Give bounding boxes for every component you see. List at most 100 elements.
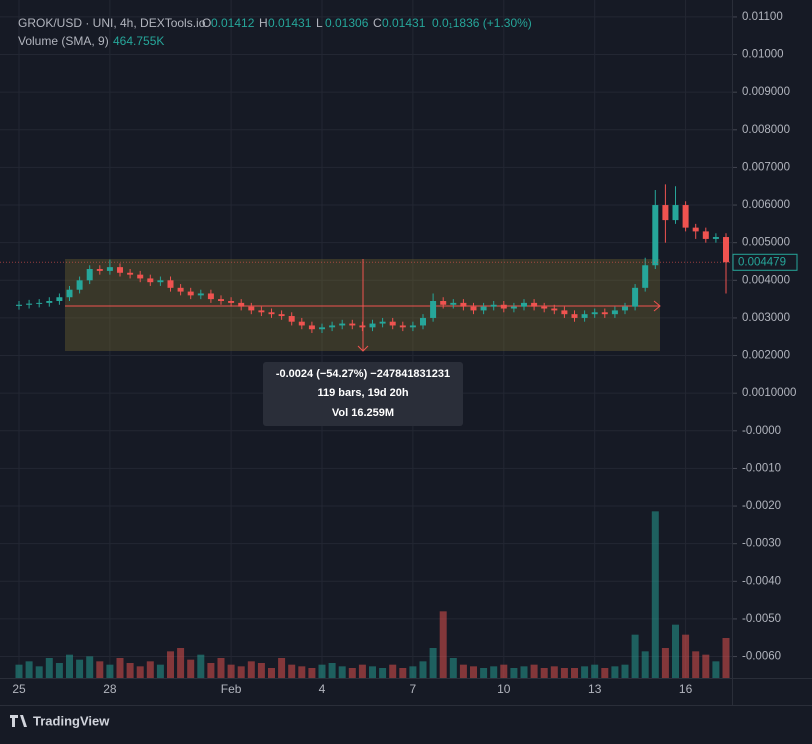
candle-body [409,325,416,328]
volume-bar [76,659,84,678]
candle-body [359,325,366,328]
candle-body [96,269,103,271]
ohlc-value: 0.01431 [268,16,312,30]
price-axis: 0.01100 0.01000 0.009000 0.008000 0.007000 0.… [0,11,798,696]
volume-bar [106,664,114,678]
candle-body [127,272,134,275]
volume-bar [399,668,407,678]
volume-bar [55,663,63,678]
candle-body [329,325,336,328]
last-price-label: 0.004479 [738,256,786,268]
candle-body [177,287,184,292]
volume-bar [288,664,296,678]
candle-body [369,323,376,328]
volume-bar [409,666,417,678]
candle-body [470,306,477,311]
x-tick-label: 4 [319,682,326,696]
volume-bar [227,664,235,678]
volume-bar [560,668,568,678]
y-tick-label: 0.005000 [742,237,790,249]
measure-arrow [653,300,661,312]
candle-body [36,302,43,304]
volume-bar [25,661,33,678]
candle-body [248,306,255,311]
candle-body [611,310,618,315]
x-tick-label: Feb [221,682,242,696]
measure-arrow [357,345,369,352]
volume-bar [116,658,124,678]
candle-body [541,306,548,309]
y-tick-label: 0.004000 [742,274,790,286]
volume-bar [66,654,73,678]
y-tick-label: -0.0050 [742,613,781,625]
x-tick-label: 13 [588,682,602,696]
candle-body [662,205,669,221]
volume-bar [581,666,589,678]
last-price-tag [732,253,798,271]
candle-body [258,310,265,313]
volume-bar [136,666,144,678]
volume-pane [15,511,730,678]
volume-bar [156,664,164,678]
candle-body [137,274,144,279]
volume-bar [611,666,619,678]
volume-bar [15,664,23,678]
candle-body [76,280,83,290]
volume-bar [146,661,154,678]
volume-bar [672,624,679,678]
candle-body [16,304,22,306]
volume-bar [237,666,245,678]
ohlc: O 0.01412 H 0.01431 L 0.01306 C 0.01431 0.0₁1836… [202,16,532,30]
volume-bar [86,656,94,678]
volume-bar [298,666,306,678]
candle-body [56,297,63,301]
volume-bar [540,668,548,678]
measure-text: Vol 16.259M [332,407,394,419]
candle-body [147,278,154,283]
candle-body [601,312,608,315]
candle-body [581,314,588,318]
y-tick-label: 0.0010000 [742,387,796,399]
candle-body [440,300,447,305]
volume-bar [45,658,53,678]
candle-body [652,205,659,266]
ohlc-key: H [259,16,268,30]
ohlc-key: O [202,16,211,30]
candle-body [167,280,174,288]
volume-bar [379,668,387,678]
candle-body [389,321,396,326]
candle-body [430,300,437,318]
volume-bar [348,668,356,678]
candle-body [46,300,53,303]
x-tick-label: 10 [497,682,511,696]
y-tick-label: 0.009000 [742,86,790,98]
volume-bar [702,654,710,678]
candle-body [278,314,285,317]
candle-body [298,321,305,326]
volume-bar [318,664,326,678]
volume-bar [571,668,578,678]
candle-body [712,237,719,239]
y-tick-label: 0.002000 [742,350,790,362]
candle-body [723,237,729,263]
volume-bar [500,664,508,678]
candle-body [450,302,457,305]
ohlc-key: C [373,16,382,30]
candle-body [521,302,527,307]
candle-body [268,312,275,315]
volume-bar [338,666,346,678]
candles [16,184,729,333]
volume-bar [459,664,467,678]
candle-body [480,306,487,311]
measure-text: -0.0024 (−54.27%) −247841831231 [276,368,450,380]
volume-bar [177,648,185,678]
candle-body [26,303,33,305]
candle-body [571,314,578,318]
candle-body [702,231,709,239]
y-tick-label: 0.01100 [742,11,783,23]
x-tick-label: 16 [679,682,693,696]
candle-body [218,299,224,301]
volume-bar [530,664,538,678]
